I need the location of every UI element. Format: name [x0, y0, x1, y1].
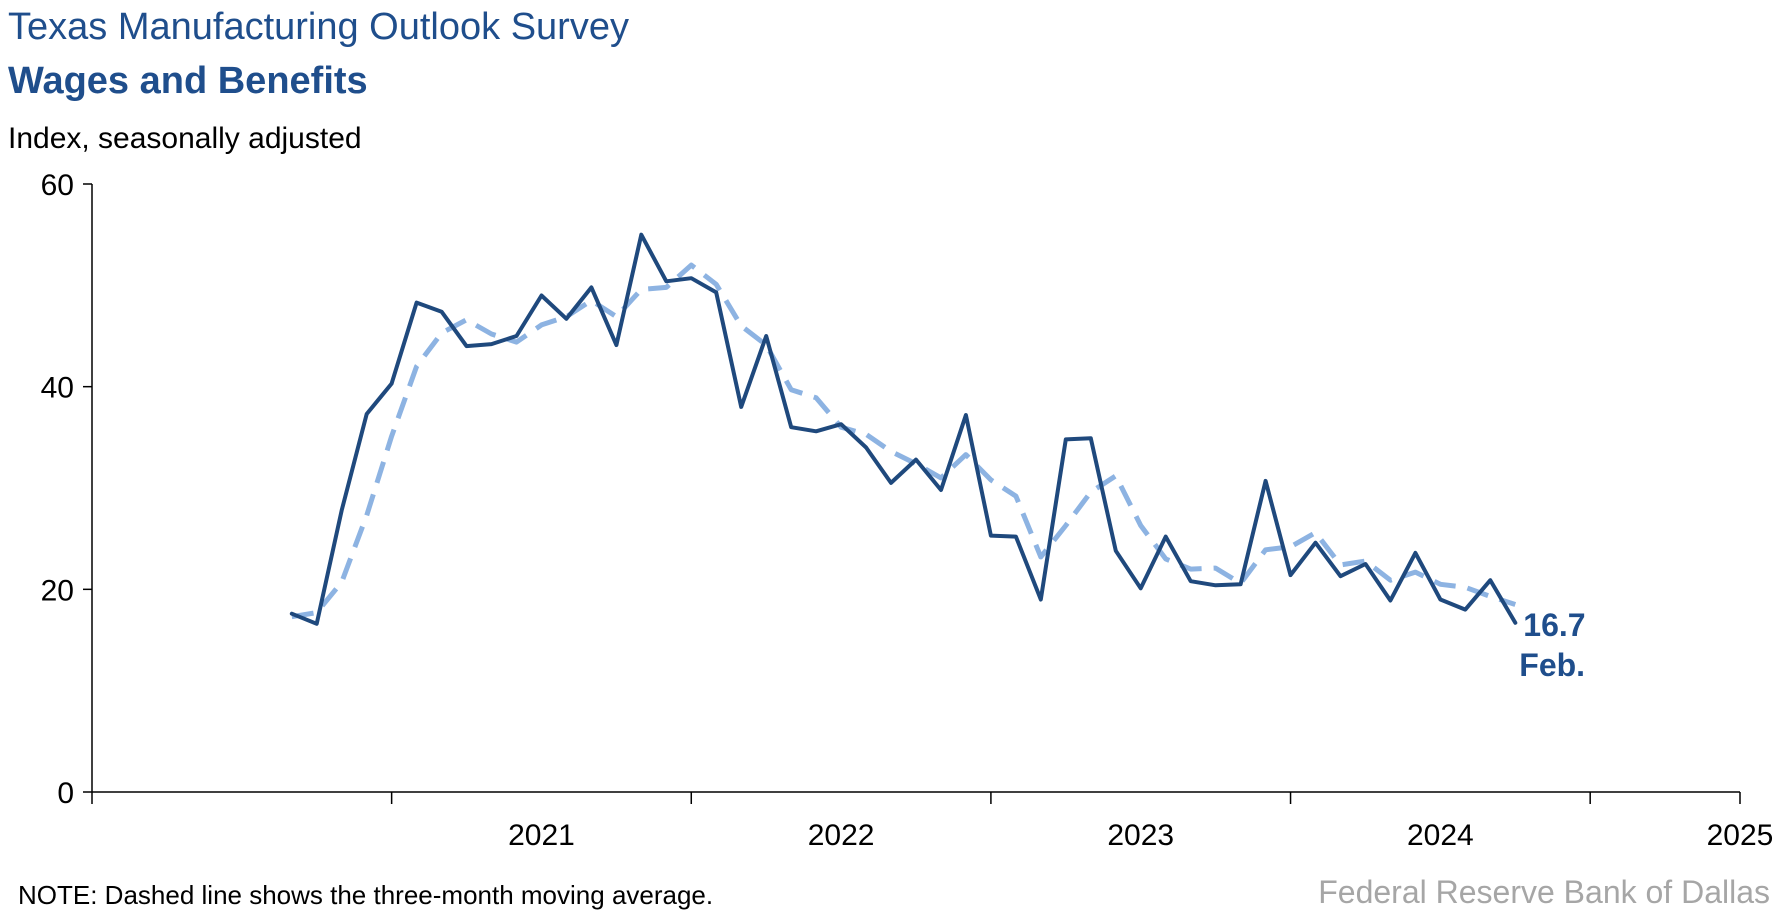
index-line	[289, 232, 1518, 626]
x-tick-label: 2025	[1707, 819, 1774, 852]
footnote: NOTE: Dashed line shows the three-month …	[18, 880, 714, 910]
y-tick-label: 60	[41, 169, 74, 202]
series-group	[289, 232, 1518, 626]
chart-title: Texas Manufacturing Outlook Survey	[8, 6, 629, 48]
axes: 0 20 40 60 2021 2022 2023 2024 2025	[41, 169, 1774, 852]
y-tick-label: 40	[41, 372, 74, 405]
chart-subtitle: Wages and Benefits	[8, 60, 368, 102]
y-tick-label: 0	[57, 777, 74, 810]
x-tick-label: 2023	[1107, 819, 1174, 852]
x-tick-label: 2021	[508, 819, 575, 852]
y-axis-unit-label: Index, seasonally adjusted	[8, 122, 362, 155]
source-credit: Federal Reserve Bank of Dallas	[1318, 874, 1770, 910]
last-value-label: 16.7	[1523, 607, 1585, 643]
x-tick-label: 2024	[1407, 819, 1474, 852]
moving-average-line	[291, 262, 1517, 620]
x-tick-label: 2022	[808, 819, 875, 852]
y-tick-label: 20	[41, 574, 74, 607]
last-month-label: Feb.	[1519, 647, 1585, 683]
